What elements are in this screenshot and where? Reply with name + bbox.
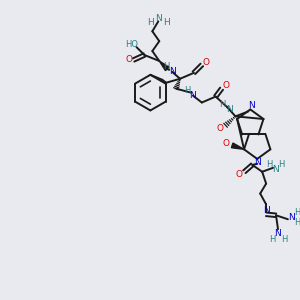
Text: N: N (289, 213, 295, 222)
Text: N: N (169, 67, 175, 76)
Text: H: H (295, 208, 300, 217)
Text: N: N (155, 14, 162, 23)
Text: H: H (163, 62, 169, 71)
Text: N: N (272, 165, 278, 174)
Text: O: O (216, 124, 223, 133)
Text: N: N (226, 105, 233, 114)
Text: O: O (222, 81, 229, 90)
Text: N: N (254, 158, 261, 167)
Text: H: H (147, 18, 154, 27)
Text: H: H (269, 235, 275, 244)
Text: HO: HO (125, 40, 138, 49)
Text: N: N (274, 229, 281, 238)
Text: O: O (223, 139, 230, 148)
Text: H: H (295, 218, 300, 227)
Polygon shape (159, 61, 169, 70)
Text: O: O (125, 56, 132, 64)
Text: H: H (163, 18, 169, 27)
Text: H: H (278, 160, 284, 169)
Text: O: O (236, 170, 243, 179)
Text: N: N (248, 101, 255, 110)
Text: N: N (190, 91, 196, 100)
Text: H: H (281, 235, 287, 244)
Text: H: H (219, 100, 226, 109)
Text: H: H (266, 160, 272, 169)
Polygon shape (231, 143, 244, 149)
Text: O: O (202, 58, 209, 68)
Text: H: H (184, 86, 190, 95)
Text: N: N (263, 206, 269, 215)
